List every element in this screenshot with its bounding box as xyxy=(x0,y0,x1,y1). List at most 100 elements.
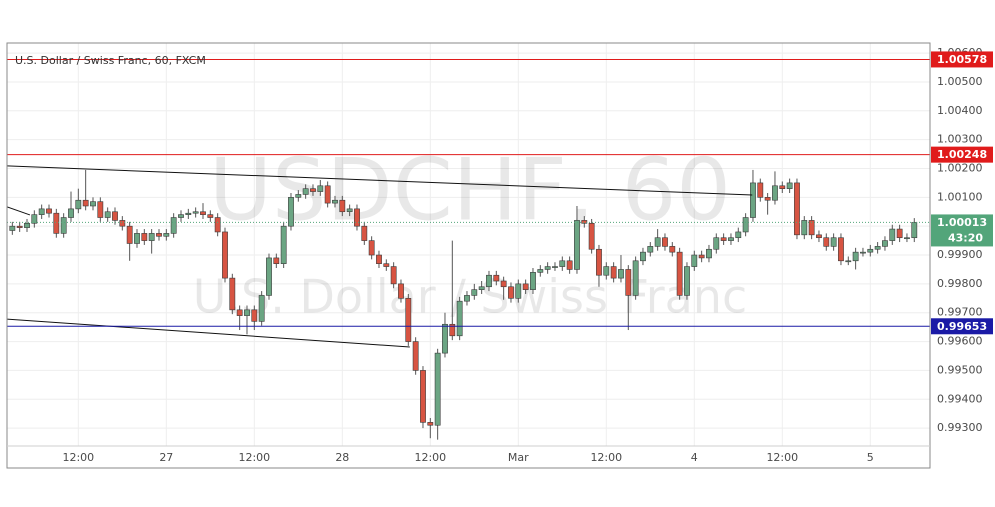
candle-body xyxy=(566,260,573,270)
candle-body xyxy=(288,197,294,227)
trend-line xyxy=(7,206,31,216)
level-label-box xyxy=(931,146,993,163)
candle-body xyxy=(794,182,800,236)
candle-body xyxy=(640,251,646,262)
candle-body xyxy=(662,237,668,247)
y-tick-label: 0.99300 xyxy=(937,421,983,434)
candle-body xyxy=(735,231,742,239)
candle-body xyxy=(896,228,903,239)
level-label-box xyxy=(931,318,993,335)
x-tick-label: 12:00 xyxy=(414,451,446,464)
y-tick-label: 0.99900 xyxy=(937,248,983,261)
candle-body xyxy=(31,214,38,224)
candle-body xyxy=(691,254,698,267)
candle-body xyxy=(720,237,727,241)
candle-body xyxy=(310,188,316,192)
candle-body xyxy=(574,220,580,270)
candle-body xyxy=(97,201,104,218)
candle-body xyxy=(295,194,302,198)
last-price-box xyxy=(931,214,993,247)
y-tick-label: 1.00400 xyxy=(937,104,983,117)
candle-body xyxy=(904,237,910,240)
candle-body xyxy=(302,188,309,195)
candle-body xyxy=(119,220,126,227)
candle-body xyxy=(603,266,610,276)
candle-body xyxy=(596,248,602,276)
candle-body xyxy=(251,309,258,322)
candle-body xyxy=(82,199,89,207)
candle-body xyxy=(860,251,866,254)
candle-body xyxy=(90,201,96,207)
candle-body xyxy=(398,283,404,299)
candle-body xyxy=(816,234,822,239)
candle-body xyxy=(229,277,236,311)
candle-body xyxy=(698,254,705,259)
x-tick-label: 12:00 xyxy=(62,451,94,464)
candle-body xyxy=(442,323,448,354)
watermark: USDCHF, 60 xyxy=(209,140,731,240)
candle-body xyxy=(559,260,566,267)
candle-body xyxy=(280,225,287,264)
candle-body xyxy=(632,260,639,296)
y-tick-label: 0.99600 xyxy=(937,335,983,348)
candle-body xyxy=(618,269,624,279)
candle-body xyxy=(588,222,595,250)
candle-body xyxy=(625,269,632,296)
candle-body xyxy=(486,274,492,288)
trend-line xyxy=(7,318,410,348)
candle-body xyxy=(830,237,837,247)
trend-line xyxy=(7,165,753,196)
candle-body xyxy=(317,185,324,192)
candle-body xyxy=(544,266,551,270)
candle-body xyxy=(339,199,346,213)
x-tick-label: 5 xyxy=(867,451,874,464)
candle-body xyxy=(684,266,690,296)
candle-body xyxy=(449,323,456,337)
candle-body xyxy=(882,240,888,247)
candle-body xyxy=(823,237,830,247)
y-tick-label: 1.00300 xyxy=(937,133,983,146)
level-label: 1.00578 xyxy=(937,53,987,66)
candle-body xyxy=(764,197,771,201)
candle-body xyxy=(24,222,30,228)
candle-body xyxy=(515,283,522,299)
grid xyxy=(7,43,930,446)
x-tick-label: 12:00 xyxy=(238,451,270,464)
candle-body xyxy=(192,211,199,214)
y-tick-label: 0.99800 xyxy=(937,277,983,290)
candle-body xyxy=(750,182,756,218)
candle-body xyxy=(838,237,844,262)
candle-body xyxy=(801,220,808,236)
candle-body xyxy=(361,225,368,241)
candle-body xyxy=(772,185,778,201)
candle-body xyxy=(742,217,749,233)
candle-body xyxy=(346,208,353,213)
candle-body xyxy=(214,217,221,233)
y-tick-label: 0.99700 xyxy=(937,306,983,319)
candle-body xyxy=(500,280,507,288)
candle-body xyxy=(522,283,529,290)
candle-body xyxy=(354,208,360,227)
candle-body xyxy=(126,225,133,244)
x-tick-label: 28 xyxy=(335,451,349,464)
y-tick-label: 0.99400 xyxy=(937,392,983,405)
x-tick-label: Mar xyxy=(508,451,529,464)
candle-body xyxy=(46,208,52,214)
candle-body xyxy=(530,272,536,290)
candle-body xyxy=(786,182,793,189)
y-tick-label: 0.99500 xyxy=(937,363,983,376)
x-tick-label: 12:00 xyxy=(590,451,622,464)
candle-body xyxy=(368,240,375,256)
candle-body xyxy=(376,254,382,264)
candle-body xyxy=(156,233,162,237)
candle-body xyxy=(141,233,148,241)
candle-body xyxy=(845,260,852,263)
candle-body xyxy=(200,211,206,215)
candle-body xyxy=(148,233,155,241)
price-axis: 0.99300 0.99400 0.99500 0.99600 0.99700 0.998… xyxy=(931,46,993,434)
candle-body xyxy=(60,217,67,234)
candle-body xyxy=(163,233,170,237)
candle-body xyxy=(757,182,764,198)
y-tick-label: 1.00100 xyxy=(937,190,983,203)
candle-body xyxy=(9,225,16,231)
